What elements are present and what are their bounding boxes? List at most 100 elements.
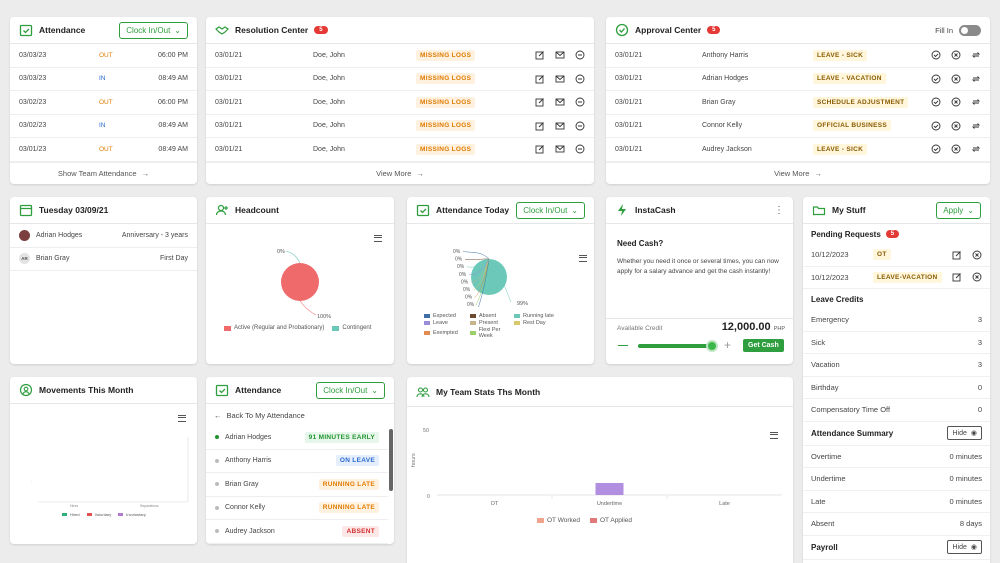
attendance-summary-title: Attendance Summary xyxy=(811,428,894,438)
chart-menu-icon[interactable] xyxy=(374,235,382,242)
summary-row: Late 0 minutes xyxy=(803,491,990,513)
team-member-row[interactable]: Connor Kelly RUNNING LATE xyxy=(206,497,388,520)
y-tick-label: 0 xyxy=(427,494,430,500)
pie-leader-line xyxy=(472,258,490,291)
chart-menu-icon[interactable] xyxy=(579,255,587,262)
mail-icon[interactable] xyxy=(555,144,565,154)
legend-swatch xyxy=(470,314,476,318)
team-stats-legend: OT Worked OT Applied xyxy=(537,517,632,524)
reject-icon[interactable] xyxy=(951,50,961,60)
reject-icon[interactable] xyxy=(951,74,961,84)
team-member-row[interactable]: Brian Gray RUNNING LATE xyxy=(206,473,388,497)
mail-icon[interactable] xyxy=(555,121,565,131)
leave-type: Compensatory Time Off xyxy=(811,405,891,415)
chart-menu-icon[interactable] xyxy=(770,432,778,439)
log-date: 03/03/23 xyxy=(19,51,47,59)
legend-swatch xyxy=(470,331,476,335)
x-tick-label: OT xyxy=(491,501,499,507)
minus-circle-icon[interactable] xyxy=(575,144,585,154)
approve-icon[interactable] xyxy=(931,121,941,131)
reject-icon[interactable] xyxy=(951,97,961,107)
show-team-attendance-link[interactable]: Show Team Attendance → xyxy=(10,161,197,184)
edit-icon[interactable] xyxy=(535,121,545,131)
hide-payroll-button[interactable]: Hide ◉ xyxy=(947,540,982,554)
resolution-employee: Doe, John xyxy=(313,75,345,83)
edit-icon[interactable] xyxy=(952,272,962,282)
clock-in-out-button[interactable]: Clock In/Out ⌄ xyxy=(516,201,585,219)
plus-icon[interactable]: + xyxy=(724,338,732,352)
leave-type: Emergency xyxy=(811,315,849,325)
team-member-row[interactable]: Anthony Harris ON LEAVE xyxy=(206,450,388,473)
reject-icon[interactable] xyxy=(951,144,961,154)
edit-icon[interactable] xyxy=(535,97,545,107)
edit-icon[interactable] xyxy=(535,50,545,60)
clock-in-out-button[interactable]: Clock In/Out ⌄ xyxy=(119,21,188,39)
minus-circle-icon[interactable] xyxy=(575,74,585,84)
mail-icon[interactable] xyxy=(555,74,565,84)
summary-row: Absent 8 days xyxy=(803,513,990,536)
leave-balance: 3 xyxy=(977,360,982,370)
clock-in-out-button[interactable]: Clock In/Out ⌄ xyxy=(316,381,385,399)
chart-menu-icon[interactable] xyxy=(178,415,186,422)
back-to-my-attendance-link[interactable]: ← Back To My Attendance xyxy=(206,404,394,426)
instacash-header: InstaCash ⋮ xyxy=(606,197,793,224)
status-dot xyxy=(215,482,219,487)
team-member-status: ABSENT xyxy=(342,525,379,537)
reassign-icon[interactable] xyxy=(971,121,981,131)
reassign-icon[interactable] xyxy=(971,97,981,107)
mail-icon[interactable] xyxy=(555,50,565,60)
edit-icon[interactable] xyxy=(535,144,545,154)
approve-icon[interactable] xyxy=(931,50,941,60)
approval-request-tag: SCHEDULE ADJUSTMENT xyxy=(813,96,909,108)
movements-header: Movements This Month xyxy=(10,377,197,404)
reassign-icon[interactable] xyxy=(971,50,981,60)
status-dot xyxy=(215,529,219,534)
minus-circle-icon[interactable] xyxy=(575,50,585,60)
legend-label: Voluntary xyxy=(94,512,112,517)
slider-thumb[interactable] xyxy=(705,340,718,352)
resolution-view-more-link[interactable]: View More → xyxy=(206,161,594,184)
hide-summary-button[interactable]: Hide ◉ xyxy=(947,426,982,440)
legend-label: Present xyxy=(479,320,498,326)
credit-slider[interactable] xyxy=(638,340,718,352)
approve-icon[interactable] xyxy=(931,97,941,107)
approval-view-more-link[interactable]: View More → xyxy=(606,161,990,184)
resolution-status-tag: MISSING LOGS xyxy=(416,120,476,132)
cancel-icon[interactable] xyxy=(972,250,982,260)
reject-icon[interactable] xyxy=(951,121,961,131)
minus-icon[interactable] xyxy=(618,345,628,346)
chevron-down-icon: ⌄ xyxy=(967,205,974,215)
approval-employee: Connor Kelly xyxy=(702,122,743,130)
approval-date: 03/01/21 xyxy=(615,51,643,59)
mail-icon[interactable] xyxy=(555,97,565,107)
instacash-description: Whether you need it once or several time… xyxy=(617,258,779,276)
team-member-status: ON LEAVE xyxy=(335,455,379,467)
minus-circle-icon[interactable] xyxy=(575,97,585,107)
approval-date: 03/01/21 xyxy=(615,98,643,106)
movements-card: Movements This Month Hires Separations ·… xyxy=(10,377,197,544)
minus-circle-icon[interactable] xyxy=(575,121,585,131)
team-member-row[interactable]: Adrian Hodges 91 MINUTES EARLY xyxy=(206,426,388,450)
apply-button[interactable]: Apply ⌄ xyxy=(936,201,981,219)
cancel-icon[interactable] xyxy=(972,272,982,282)
approve-icon[interactable] xyxy=(931,74,941,84)
scrollbar[interactable] xyxy=(389,429,393,491)
fill-in-toggle[interactable] xyxy=(959,24,981,36)
reassign-icon[interactable] xyxy=(971,74,981,84)
attendance-today-header: Attendance Today Clock In/Out ⌄ xyxy=(407,197,594,224)
team-stats-title: My Team Stats Ths Month xyxy=(436,386,541,397)
team-member-row[interactable]: Audrey Jackson ABSENT xyxy=(206,520,388,544)
edit-icon[interactable] xyxy=(535,74,545,84)
approve-icon[interactable] xyxy=(931,144,941,154)
more-vertical-icon[interactable]: ⋮ xyxy=(774,204,784,216)
log-direction: OUT xyxy=(99,145,113,153)
team-attendance-title: Attendance xyxy=(235,385,282,395)
reassign-icon[interactable] xyxy=(971,144,981,154)
edit-icon[interactable] xyxy=(952,250,962,260)
legend-item-hired: Hired xyxy=(62,512,80,517)
resolution-employee: Doe, John xyxy=(313,122,345,130)
log-direction: IN xyxy=(99,122,106,130)
leave-credit-row: Birthday 0 xyxy=(803,377,990,399)
get-cash-button[interactable]: Get Cash xyxy=(743,339,784,352)
payroll-title: Payroll xyxy=(811,542,838,552)
